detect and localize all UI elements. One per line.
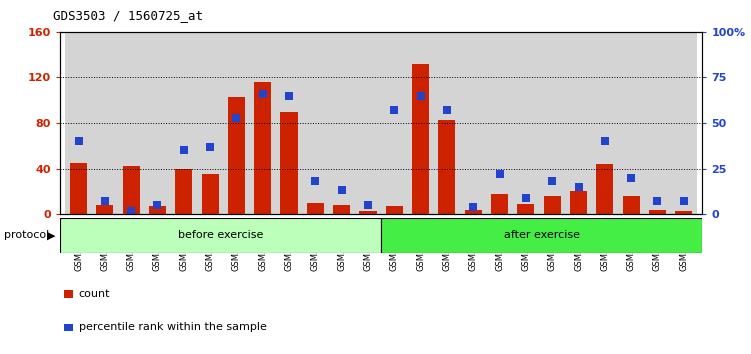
Bar <box>70 163 87 214</box>
Bar <box>596 164 614 214</box>
Bar <box>149 206 166 214</box>
Text: before exercise: before exercise <box>178 230 264 240</box>
Bar <box>276 32 302 214</box>
Point <box>178 148 190 153</box>
Point <box>125 208 137 213</box>
Bar <box>570 192 587 214</box>
Point <box>152 202 164 208</box>
Bar <box>307 203 324 214</box>
Bar <box>671 32 697 214</box>
Text: count: count <box>79 289 110 299</box>
Bar <box>170 32 197 214</box>
Point <box>467 204 479 210</box>
Bar <box>386 206 403 214</box>
Point <box>309 178 321 184</box>
Bar <box>333 205 350 214</box>
Bar <box>513 32 539 214</box>
Point <box>388 107 400 113</box>
Bar <box>302 32 328 214</box>
Bar <box>118 32 144 214</box>
Bar <box>649 210 666 214</box>
Bar <box>675 211 692 214</box>
Text: ▶: ▶ <box>47 230 55 240</box>
Bar <box>544 196 561 214</box>
Bar <box>175 169 192 214</box>
Point <box>651 199 663 204</box>
Bar <box>96 205 113 214</box>
Point <box>572 184 584 190</box>
Point <box>73 138 85 144</box>
Bar <box>491 194 508 214</box>
Point <box>599 138 611 144</box>
Bar <box>539 32 566 214</box>
Bar <box>434 32 460 214</box>
Bar <box>465 210 482 214</box>
Bar <box>249 32 276 214</box>
Bar <box>592 32 618 214</box>
Point <box>257 91 269 97</box>
Bar <box>254 82 271 214</box>
Point <box>677 199 689 204</box>
Bar <box>623 196 640 214</box>
Bar <box>65 32 92 214</box>
Bar <box>360 211 376 214</box>
Bar <box>566 32 592 214</box>
Bar <box>412 64 429 214</box>
Bar <box>228 97 245 214</box>
Point <box>546 178 558 184</box>
Point <box>283 93 295 98</box>
Bar <box>460 32 487 214</box>
Bar <box>60 218 382 253</box>
Bar <box>408 32 434 214</box>
Bar <box>517 204 535 214</box>
Point <box>493 171 505 177</box>
Point <box>625 175 637 181</box>
Bar <box>354 32 382 214</box>
Bar <box>223 32 249 214</box>
Bar <box>382 32 408 214</box>
Point <box>520 195 532 201</box>
Bar <box>644 32 671 214</box>
Bar <box>618 32 644 214</box>
Bar <box>144 32 170 214</box>
Point <box>441 107 453 113</box>
Bar <box>439 120 455 214</box>
Bar <box>328 32 354 214</box>
Text: percentile rank within the sample: percentile rank within the sample <box>79 322 267 332</box>
Bar <box>92 32 118 214</box>
Point <box>415 93 427 98</box>
Point <box>204 144 216 149</box>
Bar <box>197 32 223 214</box>
Point <box>231 115 243 120</box>
Bar <box>382 218 702 253</box>
Point <box>336 188 348 193</box>
Text: GDS3503 / 1560725_at: GDS3503 / 1560725_at <box>53 9 203 22</box>
Point <box>99 199 111 204</box>
Bar <box>280 112 297 214</box>
Bar <box>201 174 219 214</box>
Point <box>362 202 374 208</box>
Bar <box>487 32 513 214</box>
Text: protocol: protocol <box>4 230 49 240</box>
Bar <box>122 166 140 214</box>
Text: after exercise: after exercise <box>504 230 580 240</box>
